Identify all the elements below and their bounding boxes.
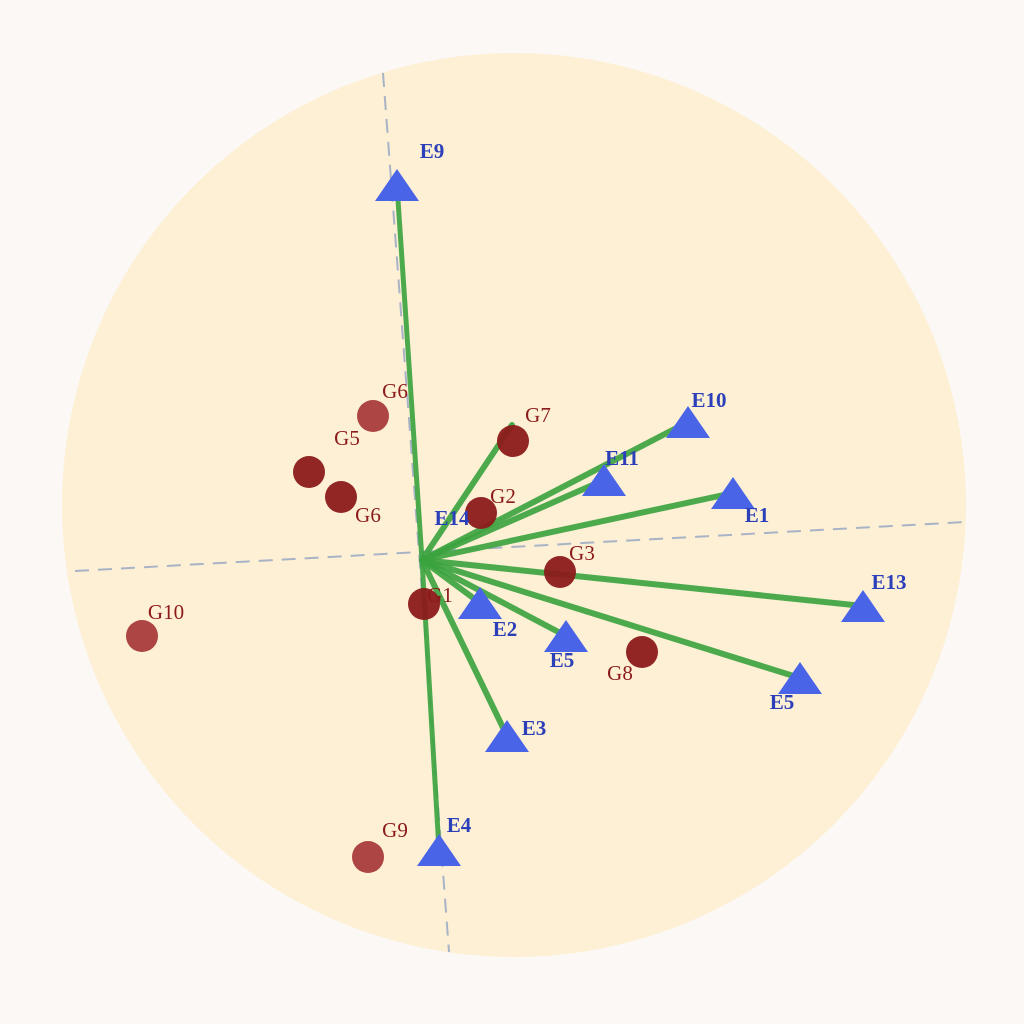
x-axis-line bbox=[74, 521, 966, 572]
environment-marker[interactable] bbox=[485, 720, 529, 752]
genotype-label: G7 bbox=[525, 403, 551, 427]
environment-marker[interactable] bbox=[666, 406, 710, 438]
genotype-label: G1 bbox=[427, 583, 453, 607]
environment-marker[interactable] bbox=[841, 590, 885, 622]
genotype-marker[interactable] bbox=[126, 620, 158, 652]
genotype-label: G2 bbox=[490, 484, 516, 508]
environment-label: E5 bbox=[550, 648, 575, 672]
environment-label: E10 bbox=[691, 388, 726, 412]
genotype-marker[interactable] bbox=[352, 841, 384, 873]
environment-vector bbox=[419, 557, 803, 681]
environment-vector bbox=[419, 557, 510, 739]
environment-vector bbox=[419, 477, 607, 563]
environment-label: E9 bbox=[420, 139, 445, 163]
genotype-marker[interactable] bbox=[293, 456, 325, 488]
environment-label: E1 bbox=[745, 503, 770, 527]
environment-marker[interactable] bbox=[778, 662, 822, 694]
genotype-marker[interactable] bbox=[544, 556, 576, 588]
environment-vector bbox=[419, 490, 736, 563]
biplot-background-circle bbox=[62, 53, 966, 957]
genotype-label: G8 bbox=[607, 661, 633, 685]
genotype-label: G6 bbox=[382, 379, 408, 403]
environment-vector bbox=[419, 557, 569, 639]
environment-marker[interactable] bbox=[711, 477, 755, 509]
genotype-marker[interactable] bbox=[465, 497, 497, 529]
environment-vector bbox=[419, 557, 483, 606]
environment-label: E13 bbox=[871, 570, 906, 594]
genotype-label: G5 bbox=[334, 426, 360, 450]
environment-marker[interactable] bbox=[458, 587, 502, 619]
genotype-label: G6 bbox=[355, 503, 381, 527]
environment-marker[interactable] bbox=[582, 464, 626, 496]
environment-label: E3 bbox=[522, 716, 547, 740]
genotype-marker[interactable] bbox=[497, 425, 529, 457]
environment-label: E4 bbox=[447, 813, 472, 837]
environment-vector bbox=[394, 182, 425, 563]
y-axis-line bbox=[382, 72, 450, 953]
environment-label: E5 bbox=[770, 690, 795, 714]
environment-vector bbox=[419, 557, 866, 609]
environment-vector bbox=[419, 422, 515, 563]
environment-marker[interactable] bbox=[544, 620, 588, 652]
environment-vector bbox=[419, 419, 691, 563]
environment-label: E14 bbox=[434, 506, 470, 530]
genotype-label: G9 bbox=[382, 818, 408, 842]
genotype-label: G10 bbox=[148, 600, 184, 624]
genotype-label: G3 bbox=[569, 541, 595, 565]
environment-label: E2 bbox=[493, 617, 518, 641]
genotype-marker[interactable] bbox=[626, 636, 658, 668]
environment-label: E11 bbox=[605, 446, 639, 470]
environment-marker[interactable] bbox=[417, 834, 461, 866]
genotype-marker[interactable] bbox=[325, 481, 357, 513]
environment-marker[interactable] bbox=[375, 169, 419, 201]
genotype-marker[interactable] bbox=[357, 400, 389, 432]
genotype-marker[interactable] bbox=[408, 588, 440, 620]
